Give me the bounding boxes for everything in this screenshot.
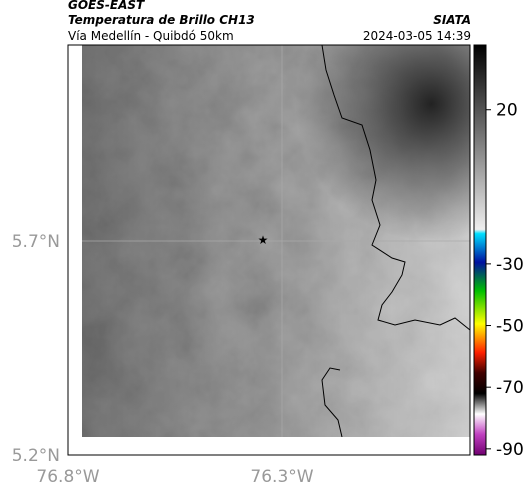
agency: SIATA <box>433 13 471 27</box>
lat-label: 5.2°N <box>12 446 60 466</box>
colorbar-tick-label: -90 <box>496 440 524 460</box>
satellite-image <box>82 45 470 437</box>
datetime: 2024-03-05 14:39 <box>363 29 471 43</box>
satellite: GOES-EAST <box>68 0 145 12</box>
location-marker: ★ <box>258 233 269 247</box>
lon-label: 76.8°W <box>36 467 99 487</box>
colorbar <box>473 44 487 456</box>
region: Vía Medellín - Quibdó 50km <box>68 29 234 43</box>
colorbar-tick-label: -50 <box>496 317 524 337</box>
colorbar-tick-label: 20 <box>496 101 518 121</box>
product: Temperatura de Brillo CH13 <box>68 13 255 27</box>
map-frame <box>67 44 471 456</box>
lat-label: 5.7°N <box>12 232 60 252</box>
lon-label: 76.3°W <box>250 467 313 487</box>
colorbar-tick-label: -30 <box>496 255 524 275</box>
colorbar-tick-label: -70 <box>496 378 524 398</box>
